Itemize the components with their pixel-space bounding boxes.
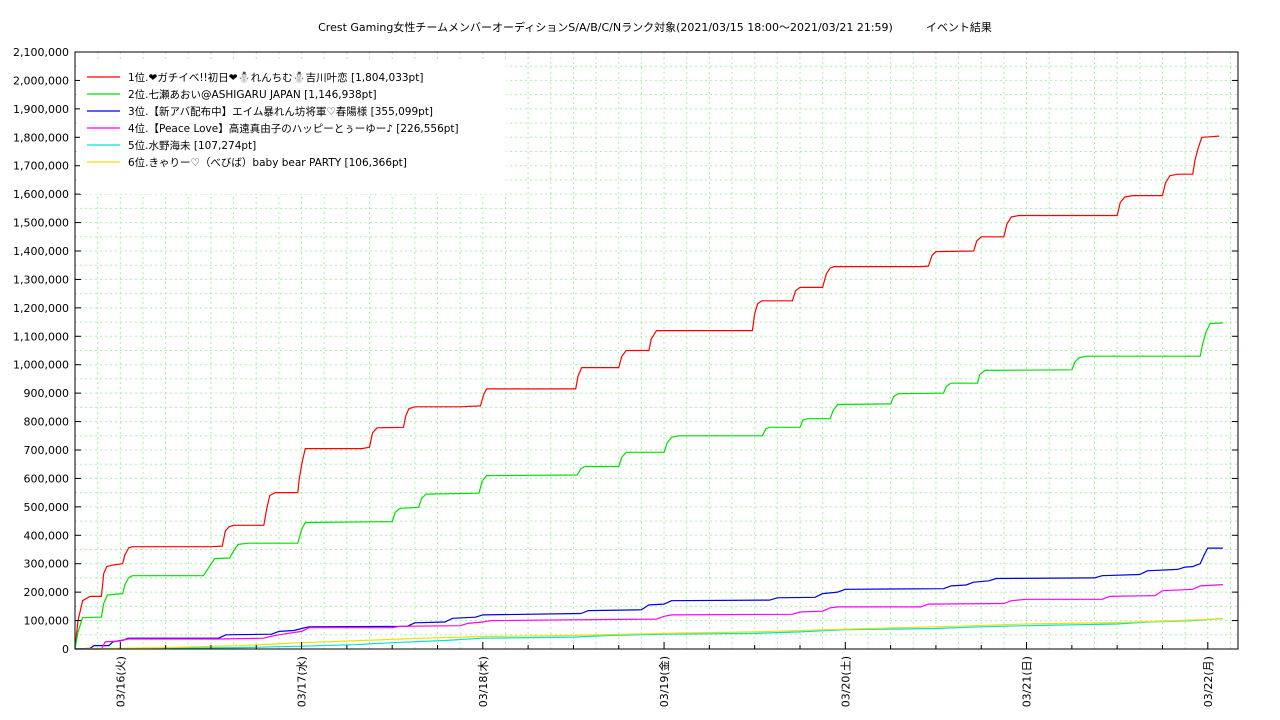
x-axis-ticks: 03/16(火) 03/17(水) 03/18(木) 03/19(金) 03/20(土)…: [74, 642, 1215, 707]
legend-box: [80, 62, 506, 194]
y-tick-label: 1,100,000: [13, 330, 69, 343]
y-tick-label: 400,000: [24, 529, 70, 542]
legend: 1位.❤ガチイベ!!初日❤⛄れんちむ⛄吉川叶恋 [1,804,033pt] 2位.…: [87, 71, 459, 169]
y-tick-label: 900,000: [24, 387, 70, 400]
x-tick-label: 03/16(火): [114, 656, 127, 707]
plot-frame: [74, 51, 1239, 650]
y-axis-ticks: 0 100,000 200,000 300,000 400,000 500,000 600,…: [13, 46, 1238, 656]
legend-entry-5: 5位.水野海未 [107,274pt]: [128, 139, 256, 152]
grid-lines: [75, 52, 1238, 649]
series-lines: [74, 135, 1223, 650]
y-tick-label: 100,000: [24, 615, 70, 628]
legend-entry-3: 3位.【新アバ配布中】エイム暴れん坊将軍♡春陽様 [355,099pt]: [128, 105, 433, 118]
series-line-5: [74, 617, 1223, 650]
y-tick-label: 1,800,000: [13, 131, 69, 144]
y-tick-label: 600,000: [24, 472, 70, 485]
legend-entry-1: 1位.❤ガチイベ!!初日❤⛄れんちむ⛄吉川叶恋 [1,804,033pt]: [128, 71, 423, 84]
y-tick-label: 2,000,000: [13, 74, 69, 87]
y-tick-label: 300,000: [24, 558, 70, 571]
x-tick-label: 03/18(木): [477, 656, 490, 707]
x-tick-label: 03/19(金): [657, 656, 671, 707]
legend-entry-6: 6位.きゃりー♡（べびば）baby bear PARTY [106,366pt]: [128, 156, 407, 169]
series-line-4: [75, 584, 1223, 650]
y-tick-label: 1,500,000: [13, 217, 69, 230]
y-tick-label: 500,000: [24, 501, 70, 514]
y-tick-label: 1,200,000: [13, 302, 69, 315]
chart-title: Crest Gaming女性チームメンバーオーディションS/A/B/C/Nランク…: [318, 20, 992, 34]
y-tick-label: 1,600,000: [13, 188, 69, 201]
x-tick-label: 03/22(月): [1202, 656, 1215, 707]
x-tick-label: 03/20(土): [839, 656, 852, 707]
y-tick-label: 0: [62, 643, 69, 656]
y-tick-label: 700,000: [24, 444, 70, 457]
series-line-2: [74, 322, 1223, 650]
y-tick-label: 1,000,000: [13, 359, 69, 372]
y-tick-label: 1,400,000: [13, 245, 69, 258]
y-tick-label: 1,300,000: [13, 273, 69, 286]
x-tick-label: 03/21(日): [1021, 656, 1034, 707]
y-tick-label: 200,000: [24, 586, 70, 599]
series-line-6: [74, 618, 1223, 650]
series-line-3: [74, 547, 1223, 650]
legend-entry-4: 4位.【Peace Love】高遠真由子のハッピーとぅーゆー♪ [226,556…: [128, 122, 459, 135]
series-line-1: [74, 135, 1220, 650]
y-tick-label: 1,900,000: [13, 103, 69, 116]
y-tick-label: 2,100,000: [13, 46, 69, 59]
y-tick-label: 800,000: [24, 416, 70, 429]
x-tick-label: 03/17(水): [296, 656, 309, 707]
y-tick-label: 1,700,000: [13, 160, 69, 173]
legend-entry-2: 2位.七瀬あおい@ASHIGARU JAPAN [1,146,938pt]: [128, 88, 377, 101]
